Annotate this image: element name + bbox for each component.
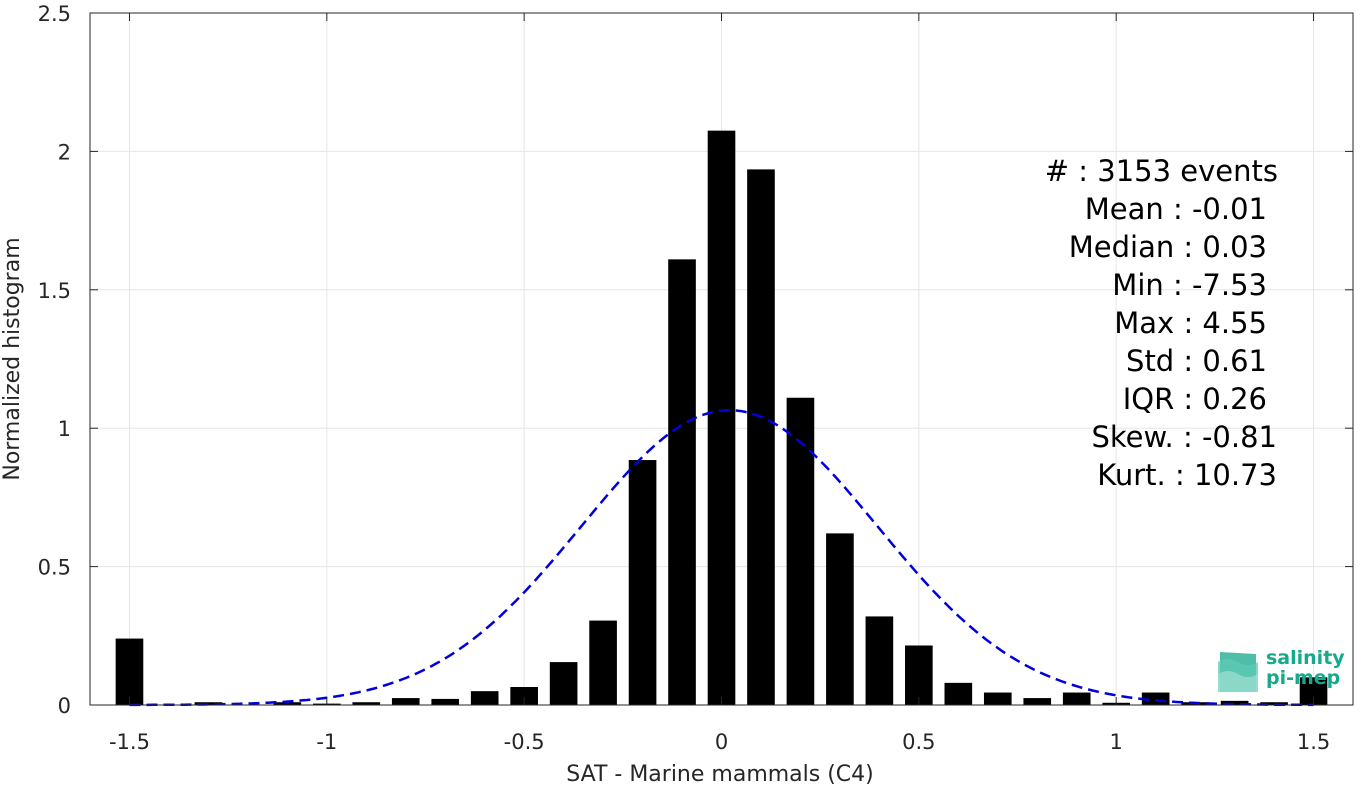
x-tick-label: -1.5 xyxy=(109,730,150,754)
histogram-bar xyxy=(905,645,933,705)
logo-wave-icon xyxy=(1218,652,1258,692)
x-tick-label: -1 xyxy=(316,730,337,754)
tick-labels: -1.5 -1 -0.5 0 0.5 1 1.5 0 0.5 1 1.5 2 2.5 xyxy=(38,2,1331,754)
y-axis-label: Normalized histogram xyxy=(0,237,25,480)
stats-line: # : 3153 events xyxy=(1045,154,1278,188)
y-tick-label: 1 xyxy=(58,417,71,441)
histogram-bar xyxy=(983,692,1012,705)
histogram-bar xyxy=(944,682,973,705)
histogram-bar xyxy=(628,460,657,705)
histogram-bar xyxy=(1220,700,1249,705)
stats-line: Kurt. : 10.73 xyxy=(1097,458,1277,492)
y-tick-label: 0 xyxy=(58,694,71,718)
histogram-bar xyxy=(510,687,538,705)
histogram-bar xyxy=(865,616,894,705)
salinity-pi-mep-logo xyxy=(1218,652,1258,692)
stats-line: Median : 0.03 xyxy=(1069,230,1267,264)
y-tick-label: 0.5 xyxy=(38,556,71,580)
histogram-bar xyxy=(549,662,578,705)
y-tick-label: 2 xyxy=(58,140,71,164)
histogram-bar xyxy=(470,691,499,705)
x-axis-label: SAT - Marine mammals (C4) xyxy=(566,762,874,785)
y-tick-label: 1.5 xyxy=(38,279,71,303)
histogram-bar xyxy=(391,698,420,705)
x-tick-label: 1 xyxy=(1110,730,1123,754)
x-tick-label: -0.5 xyxy=(504,730,545,754)
histogram-bar xyxy=(1023,698,1052,705)
histogram-bar xyxy=(431,698,460,705)
histogram-bar xyxy=(589,620,617,705)
stats-line: Skew. : -0.81 xyxy=(1091,420,1277,454)
logo-line-pi-mep: pi-mep xyxy=(1266,667,1341,689)
logo-text: salinity pi-mep xyxy=(1266,648,1345,688)
histogram-bar xyxy=(668,259,696,705)
histogram-bar xyxy=(786,397,815,705)
histogram-bar xyxy=(352,702,381,705)
x-tick-label: 0 xyxy=(715,730,728,754)
stats-line: IQR : 0.26 xyxy=(1123,382,1267,416)
stats-line: Min : -7.53 xyxy=(1112,268,1267,302)
histogram-bar xyxy=(747,169,775,706)
logo-line-salinity: salinity xyxy=(1266,647,1345,669)
stats-line: Std : 0.61 xyxy=(1126,344,1267,378)
histogram-bar xyxy=(707,130,736,705)
axes-frame xyxy=(89,12,1354,706)
stats-box: # : 3153 events Mean : -0.01 Median : 0.03… xyxy=(1045,154,1278,492)
histogram-bar xyxy=(1260,702,1288,705)
stats-line: Mean : -0.01 xyxy=(1085,192,1267,226)
histogram-bars xyxy=(115,130,1328,706)
x-tick-label: 0.5 xyxy=(902,730,935,754)
histogram-bar xyxy=(1062,692,1091,705)
histogram-bar xyxy=(273,702,302,705)
y-tick-label: 2.5 xyxy=(38,2,71,26)
histogram-bar xyxy=(826,533,854,705)
stats-line: Max : 4.55 xyxy=(1114,306,1267,340)
x-tick-label: 1.5 xyxy=(1297,730,1330,754)
histogram-bar xyxy=(115,638,144,705)
